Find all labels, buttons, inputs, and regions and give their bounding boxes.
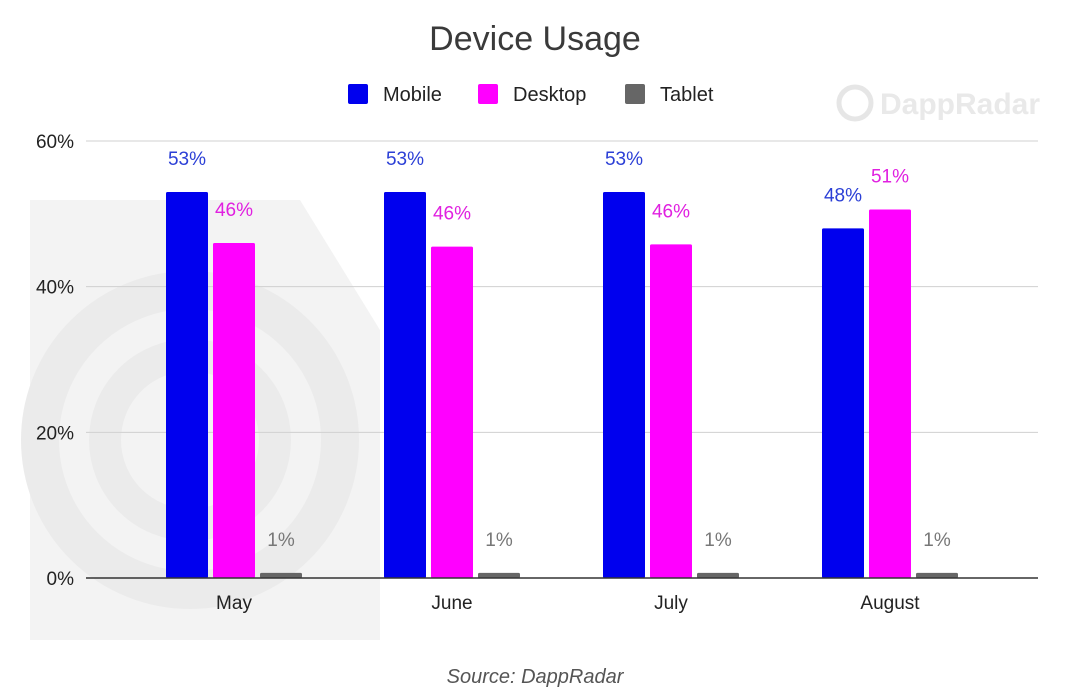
data-labels: 53% 46% 1% 53% 46% 1% 53% 46% 1% 48% 51% 1% [168, 149, 951, 551]
data-label-mobile-august: 48% [824, 185, 862, 206]
data-label-desktop-may: 46% [215, 200, 253, 221]
y-tick-label: 60% [36, 132, 74, 153]
data-label-mobile-may: 53% [168, 149, 206, 170]
bar-tablet-june [478, 572, 520, 578]
legend-label-tablet: Tablet [660, 84, 714, 106]
bar-tablet-august [916, 572, 958, 578]
legend-swatch-mobile [348, 84, 368, 104]
data-label-tablet-may: 1% [267, 530, 295, 551]
y-tick-label: 0% [47, 569, 75, 590]
x-category-label: August [860, 593, 920, 614]
y-axis-ticks: 0% 20% 40% 60% [36, 132, 74, 590]
x-category-label: June [431, 593, 472, 614]
legend-label-mobile: Mobile [383, 84, 442, 106]
data-label-mobile-july: 53% [605, 149, 643, 170]
data-label-desktop-june: 46% [433, 204, 471, 225]
data-label-desktop-august: 51% [871, 166, 909, 187]
legend-label-desktop: Desktop [513, 84, 586, 106]
data-label-mobile-june: 53% [386, 149, 424, 170]
bar-desktop-may [213, 242, 255, 578]
bar-tablet-july [697, 572, 739, 578]
x-axis-categories: May June July August [216, 593, 920, 614]
data-label-tablet-june: 1% [485, 530, 513, 551]
legend-swatch-desktop [478, 84, 498, 104]
bar-mobile-may [166, 191, 208, 578]
y-tick-label: 20% [36, 423, 74, 444]
y-tick-label: 40% [36, 278, 74, 299]
data-label-desktop-july: 46% [652, 201, 690, 222]
bar-desktop-august [869, 209, 911, 579]
bar-mobile-june [384, 191, 426, 578]
watermark-text: DappRadar [880, 88, 1040, 121]
bar-desktop-june [431, 246, 473, 578]
source-caption: Source: DappRadar [447, 666, 625, 688]
legend: Mobile Desktop Tablet [348, 84, 714, 106]
bar-desktop-july [650, 244, 692, 578]
bar-mobile-august [822, 228, 864, 578]
legend-swatch-tablet [625, 84, 645, 104]
x-category-label: May [216, 593, 252, 614]
bar-tablet-may [260, 572, 302, 578]
watermark-brand: DappRadar [836, 84, 1040, 122]
bars [166, 191, 958, 579]
data-label-tablet-july: 1% [704, 530, 732, 551]
bar-mobile-july [603, 191, 645, 578]
x-category-label: July [654, 593, 688, 614]
chart-title: Device Usage [429, 20, 641, 58]
data-label-tablet-august: 1% [923, 530, 951, 551]
